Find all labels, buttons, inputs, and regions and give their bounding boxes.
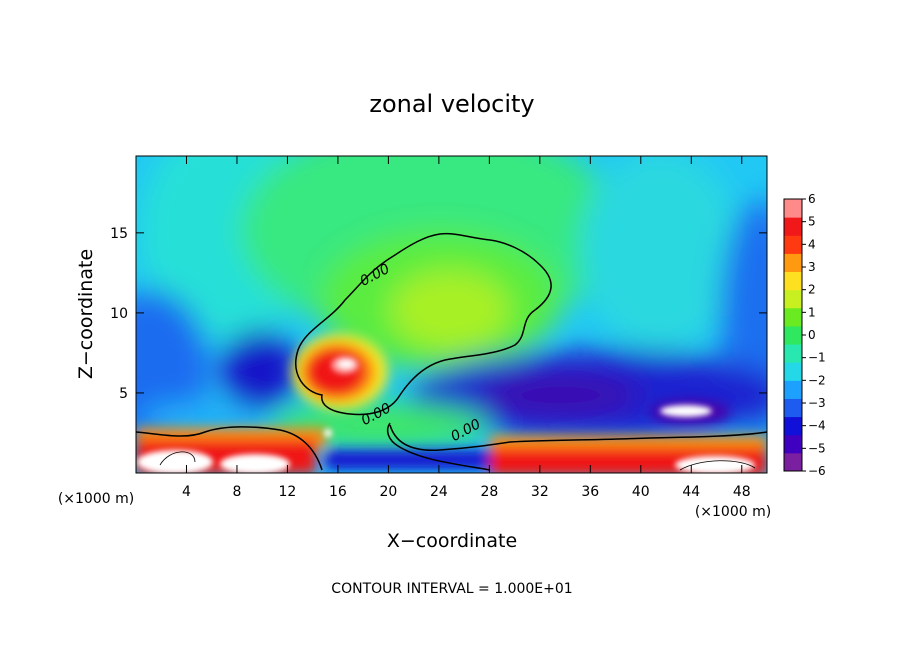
field-region-neg-core — [480, 373, 640, 417]
y-axis-label: Z−coordinate — [75, 249, 97, 379]
x-tick-label: 4 — [182, 484, 191, 500]
field-surface-blue-mid — [325, 450, 490, 470]
field-surface-white-mid — [220, 454, 290, 473]
contour-zero-mid-surface — [386, 422, 491, 471]
colorbar-segment — [784, 416, 802, 436]
x-unit-left: (×1000 m) — [58, 491, 134, 507]
colorbar-tick-label: 4 — [808, 237, 816, 251]
field-extreme-layer — [137, 356, 755, 473]
colorbar-tick-label: −1 — [808, 351, 826, 365]
field-surface-white-left — [137, 450, 213, 473]
field-small-white-spot — [324, 429, 332, 437]
colorbar-segment — [784, 199, 802, 218]
contour-zero-left-surface — [136, 426, 323, 471]
colorbar-tick-label: −2 — [808, 373, 826, 387]
x-axis-ticks: 4 8 12 16 20 24 28 32 36 40 44 48 — [182, 156, 751, 500]
y-tick-label: 15 — [110, 226, 128, 242]
x-tick-label: 8 — [232, 484, 241, 500]
y-tick-label: 10 — [110, 306, 128, 322]
field-region-cyan-upper-right — [580, 156, 740, 350]
colorbar-tick-label: 5 — [808, 215, 816, 229]
colorbar-segment — [784, 398, 802, 418]
colorbar-ticks: 6 5 4 3 2 1 0 −1 −2 −3 −4 −5 −6 — [802, 192, 826, 478]
field-neg-white-right — [660, 405, 712, 417]
field-surface-orange-right — [490, 436, 767, 448]
field-region-darkblue-left — [220, 330, 300, 410]
colorbar-tick-label: 3 — [808, 260, 816, 274]
x-tick-label: 40 — [632, 484, 650, 500]
colorbar-segment — [784, 271, 802, 291]
x-tick-label: 16 — [329, 484, 347, 500]
colorbar-tick-label: 0 — [808, 328, 816, 342]
colorbar-tick-label: −4 — [808, 419, 826, 433]
colorbar-segment — [784, 344, 802, 363]
x-unit-right: (×1000 m) — [695, 504, 771, 520]
colorbar-segment — [784, 289, 802, 309]
colorbar-segment — [784, 217, 802, 236]
plot-area — [136, 156, 767, 473]
plot-frame — [135, 155, 768, 474]
colorbar-segment — [784, 452, 802, 472]
colorbar-tick-label: −3 — [808, 396, 826, 410]
contour-thin-surface-right — [679, 460, 756, 471]
x-tick-label: 48 — [733, 484, 751, 500]
colorbar-tick-label: 2 — [808, 283, 816, 297]
x-tick-label: 20 — [379, 484, 397, 500]
colorbar-segment — [784, 380, 802, 399]
chart-title: zonal velocity — [369, 90, 534, 118]
field-jet-red — [306, 348, 366, 396]
field-jet-white — [338, 360, 354, 368]
contour-zero-lower — [389, 424, 767, 451]
x-tick-label: 12 — [279, 484, 297, 500]
colorbar-tick-label: −5 — [808, 441, 826, 455]
colorbar-segment — [784, 235, 802, 254]
y-tick-label: 5 — [119, 386, 128, 402]
x-axis-label: X−coordinate — [387, 530, 517, 552]
y-axis-ticks: 5 10 15 — [110, 226, 767, 402]
colorbar-tick-label: −6 — [808, 464, 826, 478]
x-tick-label: 24 — [430, 484, 448, 500]
colorbar — [783, 198, 803, 472]
contour-interval-note: CONTOUR INTERVAL = 1.000E+01 — [331, 581, 572, 597]
x-tick-label: 28 — [480, 484, 498, 500]
zero-contours — [136, 232, 767, 471]
colorbar-tick-label: 1 — [808, 305, 816, 319]
colorbar-tick-label: 6 — [808, 192, 816, 206]
colorbar-segment — [784, 362, 802, 381]
x-tick-label: 44 — [682, 484, 700, 500]
colorbar-segment — [784, 307, 802, 327]
x-tick-label: 32 — [531, 484, 549, 500]
contour-thin-surface-left — [159, 451, 196, 466]
x-tick-label: 36 — [581, 484, 599, 500]
colorbar-segment — [784, 253, 802, 273]
field-surface-white-right — [675, 456, 755, 473]
field-region-yellowgreen — [390, 270, 510, 350]
colorbar-segment — [784, 434, 802, 454]
colorbar-segment — [784, 325, 802, 345]
contour-zero-upper — [295, 232, 552, 416]
